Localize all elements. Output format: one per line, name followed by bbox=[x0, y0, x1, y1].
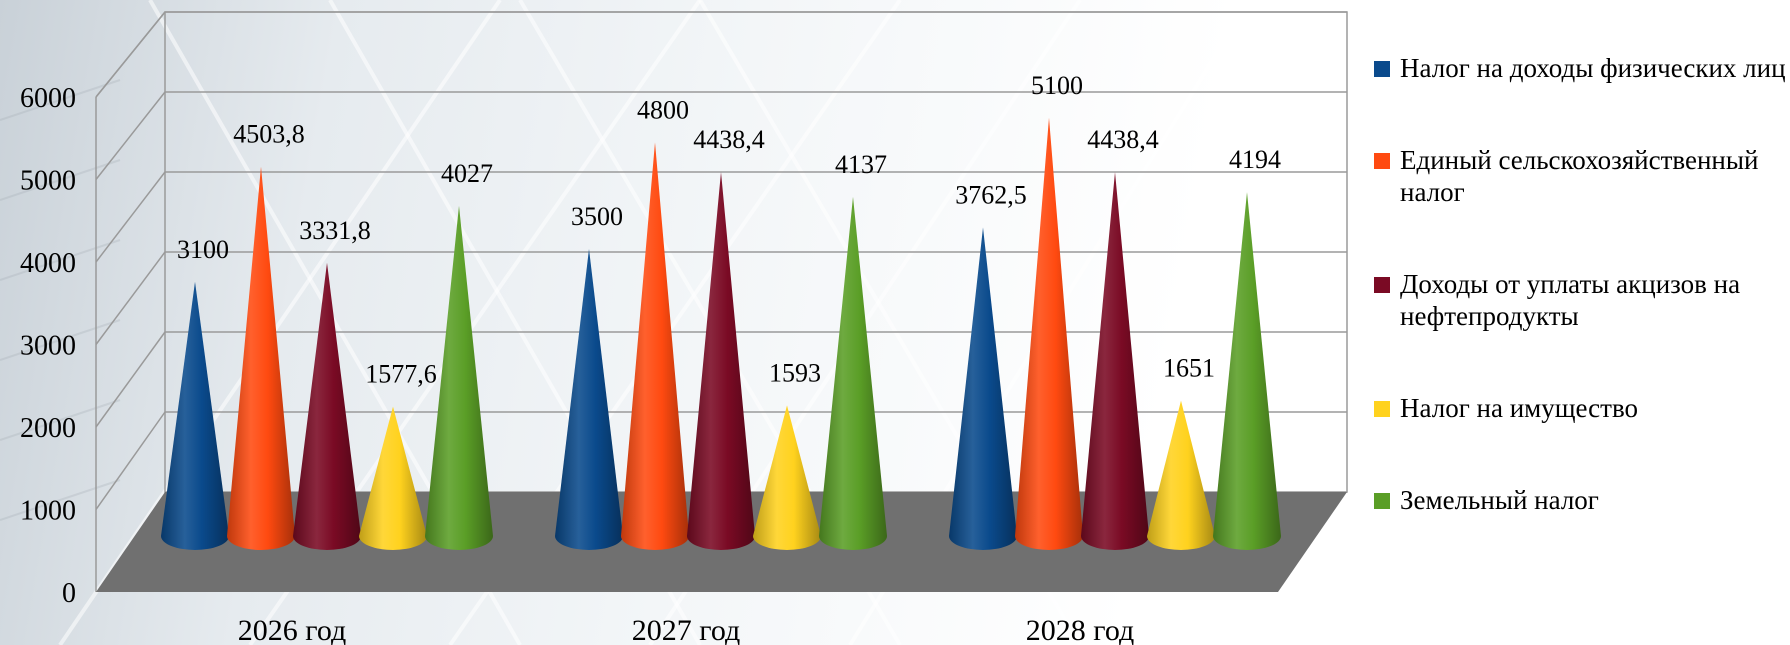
x-category-label: 2027 год bbox=[632, 614, 740, 645]
legend-item: Доходы от уплаты акцизов на нефтепродукт… bbox=[1372, 268, 1787, 332]
cone-bar bbox=[359, 406, 427, 550]
cone-bar bbox=[227, 166, 295, 550]
cone-bar bbox=[425, 205, 493, 550]
gridline-side bbox=[95, 411, 166, 510]
x-category-label: 2026 год bbox=[238, 614, 346, 645]
legend-swatch bbox=[1374, 401, 1390, 417]
data-label: 4027 bbox=[441, 159, 493, 188]
gridlines bbox=[95, 11, 1347, 510]
data-label: 1577,6 bbox=[365, 360, 437, 389]
legend-item: Земельный налог bbox=[1372, 484, 1787, 516]
cone-bar bbox=[1015, 117, 1083, 551]
gridline-side bbox=[95, 171, 166, 263]
x-category-label: 2028 год bbox=[1026, 614, 1134, 645]
legend-label: Земельный налог bbox=[1400, 485, 1599, 515]
cone-bar bbox=[1213, 192, 1281, 551]
legend-label: Налог на доходы физических лиц bbox=[1400, 53, 1786, 83]
gridline-side bbox=[95, 91, 166, 180]
y-tick-label: 5000 bbox=[20, 166, 76, 197]
data-label: 1651 bbox=[1163, 354, 1215, 383]
y-tick-label: 4000 bbox=[20, 248, 76, 279]
gridline-side bbox=[95, 331, 166, 428]
gridline-side bbox=[95, 251, 166, 345]
legend-swatch bbox=[1374, 493, 1390, 509]
data-label: 1593 bbox=[769, 358, 821, 387]
data-label: 3762,5 bbox=[955, 180, 1027, 209]
gridline-side bbox=[95, 11, 166, 98]
data-label: 4194 bbox=[1229, 145, 1281, 174]
cone-bar bbox=[161, 281, 229, 550]
data-label: 3331,8 bbox=[299, 216, 371, 245]
cone-bar bbox=[1147, 400, 1215, 550]
data-label: 4137 bbox=[835, 150, 887, 179]
data-label: 4503,8 bbox=[233, 120, 305, 149]
cones bbox=[161, 117, 1281, 551]
cone-bar bbox=[1081, 172, 1149, 550]
data-label: 4438,4 bbox=[1087, 125, 1159, 154]
legend-swatch bbox=[1374, 153, 1390, 169]
x-axis: 2026 год 2027 год 2028 год bbox=[238, 614, 1134, 645]
cone-bar bbox=[293, 262, 361, 550]
legend-item: Единый сельскохозяйственный налог bbox=[1372, 144, 1787, 208]
cone-bar bbox=[819, 196, 887, 551]
y-tick-label: 6000 bbox=[20, 83, 76, 114]
legend-swatch bbox=[1374, 61, 1390, 77]
y-tick-label: 2000 bbox=[20, 413, 76, 444]
y-tick-label: 3000 bbox=[20, 331, 76, 362]
cone-bar bbox=[949, 227, 1017, 550]
cone-bar bbox=[687, 172, 755, 550]
data-label: 4438,4 bbox=[693, 125, 765, 154]
legend-label: Налог на имущество bbox=[1400, 393, 1639, 423]
legend-label: Единый сельскохозяйственный налог bbox=[1400, 145, 1759, 207]
y-tick-label: 1000 bbox=[20, 496, 76, 527]
chart-legend: Налог на доходы физических лиц Единый се… bbox=[1372, 52, 1787, 516]
y-axis: 0 1000 2000 3000 4000 5000 6000 bbox=[20, 83, 76, 609]
legend-item: Налог на имущество bbox=[1372, 392, 1787, 424]
legend-item: Налог на доходы физических лиц bbox=[1372, 52, 1787, 84]
data-labels: 31004503,83331,81577,64027350048004438,4… bbox=[177, 71, 1281, 389]
cone-bar bbox=[621, 142, 689, 550]
y-tick-label: 0 bbox=[62, 578, 76, 609]
data-label: 4800 bbox=[637, 95, 689, 124]
cone-bar bbox=[555, 249, 623, 550]
data-label: 3500 bbox=[571, 202, 623, 231]
legend-swatch bbox=[1374, 277, 1390, 293]
data-label: 5100 bbox=[1031, 71, 1083, 100]
data-label: 3100 bbox=[177, 235, 229, 264]
legend-label: Доходы от уплаты акцизов на нефтепродукт… bbox=[1400, 269, 1741, 331]
cone-bar bbox=[753, 405, 821, 550]
